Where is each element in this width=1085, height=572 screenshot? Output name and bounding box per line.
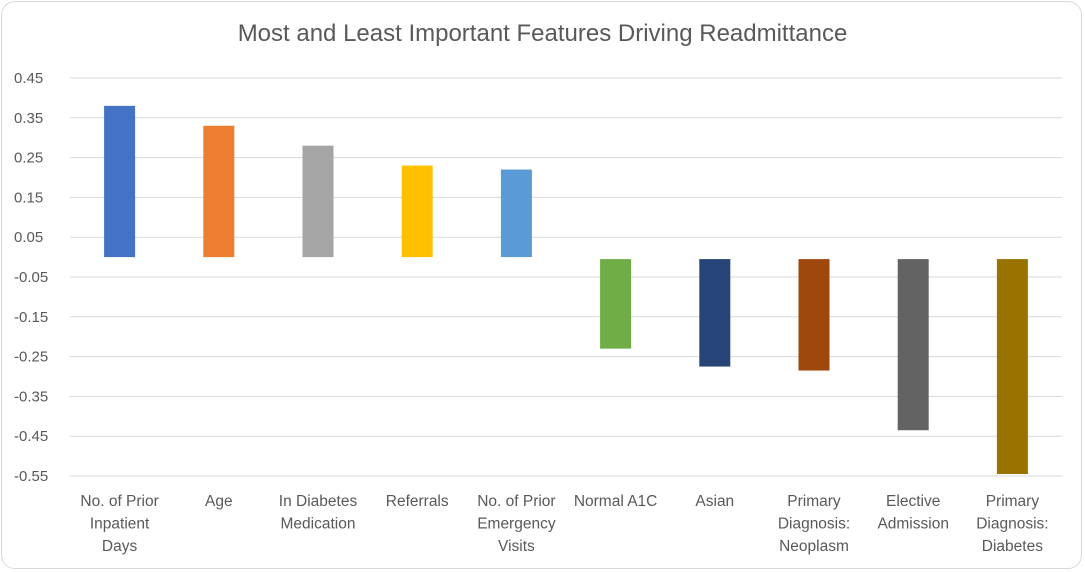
x-category-label: No. of Prior Inpatient Days: [80, 493, 158, 555]
bar: [104, 105, 136, 258]
y-tick-label: -0.15: [14, 309, 48, 326]
bar: [302, 145, 334, 258]
y-tick-label: 0.05: [14, 229, 43, 246]
y-tick-label: -0.35: [14, 388, 48, 405]
bar: [500, 169, 532, 258]
x-category-label: Normal A1C: [574, 493, 658, 510]
x-category-label: Asian: [695, 493, 734, 510]
y-tick-label: -0.05: [14, 269, 48, 286]
y-tick-label: 0.45: [14, 70, 43, 87]
y-tick-label: 0.25: [14, 150, 43, 167]
bar: [897, 259, 929, 431]
bar: [401, 165, 433, 258]
x-category-label: Referrals: [386, 493, 449, 510]
y-tick-label: 0.35: [14, 110, 43, 127]
x-category-label: No. of Prior Emergency Visits: [477, 493, 556, 555]
x-category-label: Primary Diagnosis: Neoplasm: [778, 493, 850, 555]
bar: [203, 125, 235, 258]
bar: [798, 259, 830, 371]
chart-title: Most and Least Important Features Drivin…: [237, 20, 848, 47]
x-category-label: Age: [205, 493, 233, 510]
bar: [996, 259, 1028, 475]
y-tick-label: 0.15: [14, 189, 43, 206]
x-category-label: In Diabetes Medication: [279, 493, 358, 533]
x-category-label: Primary Diagnosis: Diabetes: [976, 493, 1048, 555]
y-tick-label: -0.45: [14, 428, 48, 445]
x-category-label: Elective Admission: [877, 493, 949, 533]
bar: [699, 259, 731, 367]
y-tick-label: -0.25: [14, 349, 48, 366]
bar: [600, 259, 632, 349]
y-tick-label: -0.55: [14, 468, 48, 485]
